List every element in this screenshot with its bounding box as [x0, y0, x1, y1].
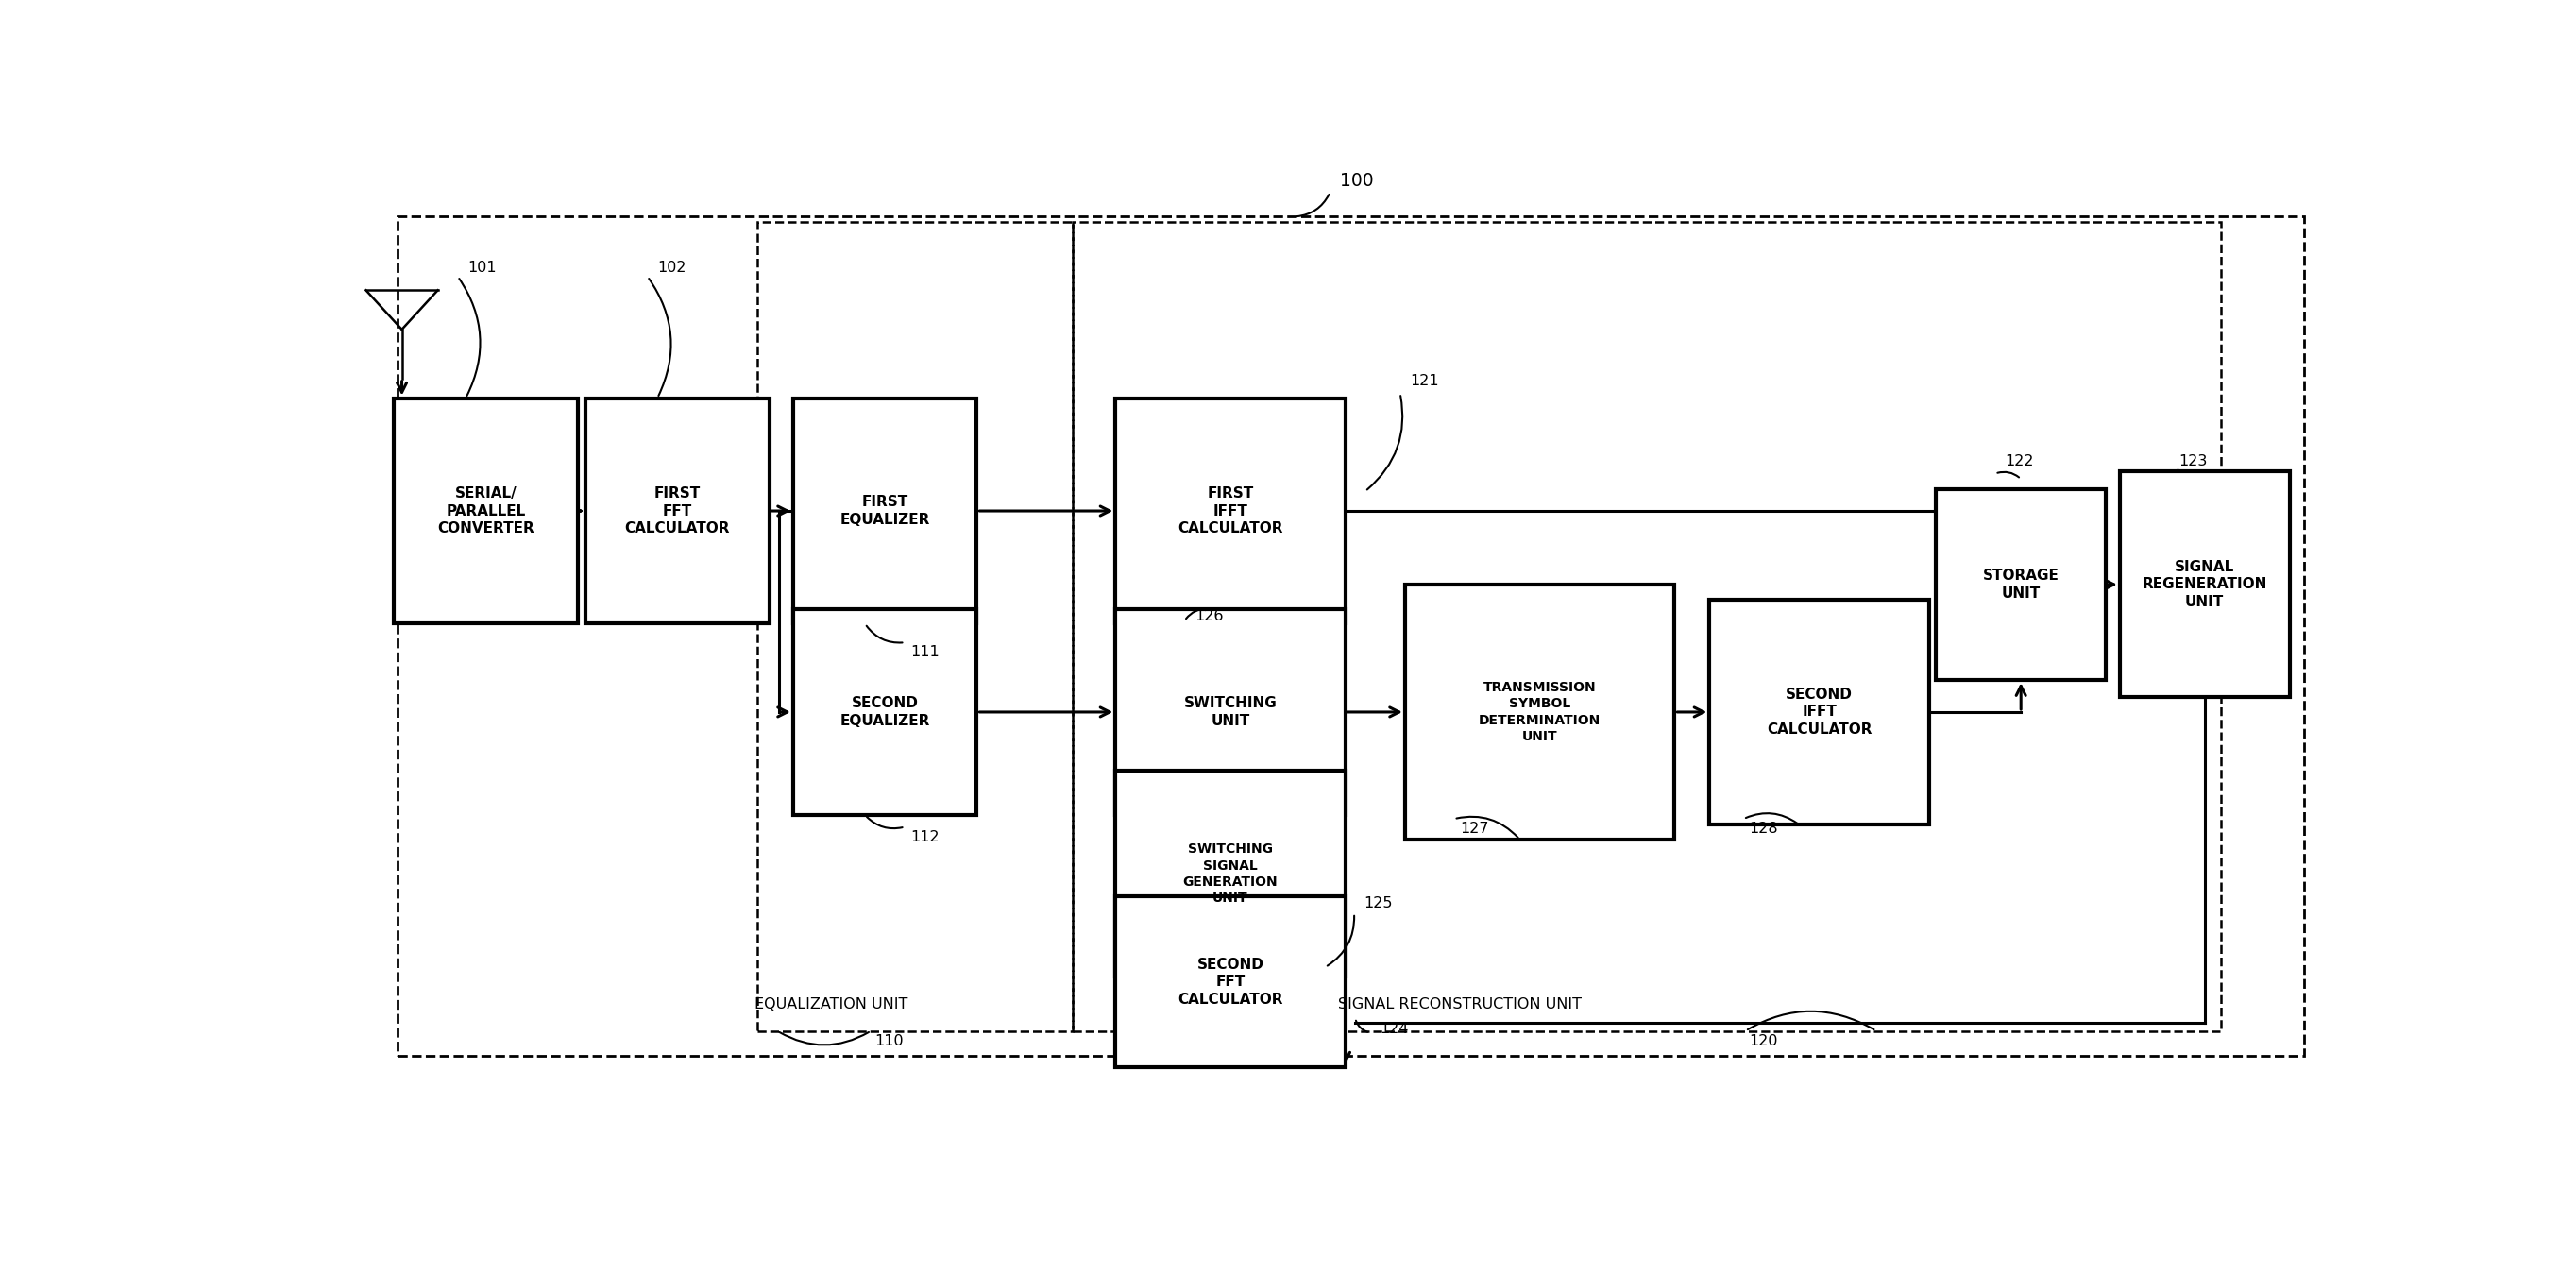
FancyBboxPatch shape — [1710, 599, 1929, 824]
Text: SIGNAL RECONSTRUCTION UNIT: SIGNAL RECONSTRUCTION UNIT — [1337, 998, 1582, 1012]
Text: 102: 102 — [657, 260, 685, 274]
Text: EQUALIZATION UNIT: EQUALIZATION UNIT — [755, 998, 907, 1012]
FancyBboxPatch shape — [793, 609, 976, 815]
FancyBboxPatch shape — [585, 397, 770, 624]
Text: 110: 110 — [876, 1033, 904, 1049]
Text: 125: 125 — [1365, 896, 1394, 910]
FancyBboxPatch shape — [2120, 471, 2290, 697]
Text: FIRST
EQUALIZER: FIRST EQUALIZER — [840, 496, 930, 527]
Text: SECOND
FFT
CALCULATOR: SECOND FFT CALCULATOR — [1177, 957, 1283, 1006]
FancyBboxPatch shape — [1404, 585, 1674, 840]
Text: FIRST
IFFT
CALCULATOR: FIRST IFFT CALCULATOR — [1177, 487, 1283, 535]
Text: 127: 127 — [1461, 822, 1489, 836]
Text: SECOND
IFFT
CALCULATOR: SECOND IFFT CALCULATOR — [1767, 688, 1873, 736]
Text: 128: 128 — [1749, 822, 1777, 836]
Text: FIRST
FFT
CALCULATOR: FIRST FFT CALCULATOR — [626, 487, 729, 535]
Text: 123: 123 — [2179, 455, 2208, 469]
FancyBboxPatch shape — [394, 397, 577, 624]
Text: 112: 112 — [912, 829, 940, 843]
FancyBboxPatch shape — [1115, 896, 1345, 1068]
Text: SERIAL/
PARALLEL
CONVERTER: SERIAL/ PARALLEL CONVERTER — [438, 487, 533, 535]
Text: 122: 122 — [2004, 455, 2035, 469]
Text: 126: 126 — [1195, 609, 1224, 624]
Text: SWITCHING
SIGNAL
GENERATION
UNIT: SWITCHING SIGNAL GENERATION UNIT — [1182, 843, 1278, 905]
Text: STORAGE
UNIT: STORAGE UNIT — [1984, 568, 2058, 600]
Text: 111: 111 — [912, 646, 940, 660]
Text: 124: 124 — [1381, 1022, 1409, 1036]
Text: 121: 121 — [1409, 375, 1440, 389]
Text: 120: 120 — [1749, 1033, 1777, 1049]
Text: SIGNAL
REGENERATION
UNIT: SIGNAL REGENERATION UNIT — [2143, 559, 2267, 609]
FancyBboxPatch shape — [1115, 771, 1345, 977]
Text: 100: 100 — [1340, 172, 1373, 190]
Text: SWITCHING
UNIT: SWITCHING UNIT — [1185, 696, 1278, 727]
Text: TRANSMISSION
SYMBOL
DETERMINATION
UNIT: TRANSMISSION SYMBOL DETERMINATION UNIT — [1479, 680, 1600, 743]
Text: 101: 101 — [469, 260, 497, 274]
FancyBboxPatch shape — [1937, 489, 2105, 680]
FancyBboxPatch shape — [1115, 609, 1345, 815]
FancyBboxPatch shape — [1115, 397, 1345, 624]
Text: SECOND
EQUALIZER: SECOND EQUALIZER — [840, 696, 930, 727]
FancyBboxPatch shape — [793, 397, 976, 624]
